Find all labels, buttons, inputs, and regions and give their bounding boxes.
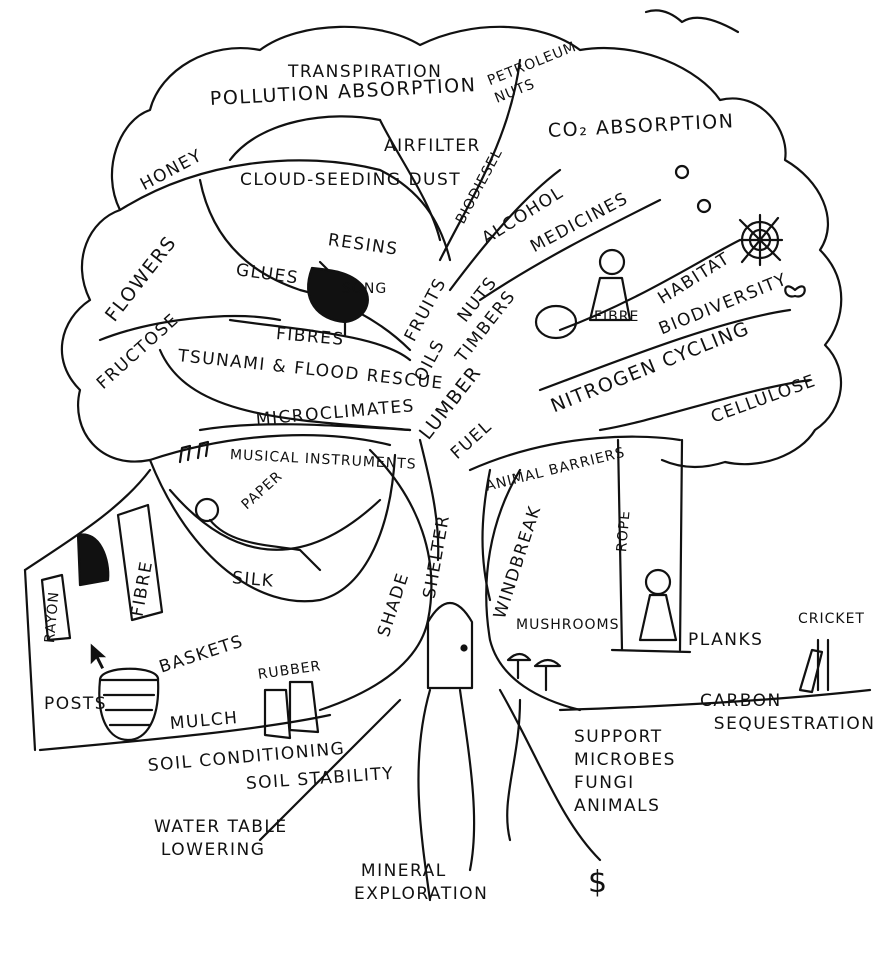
label-mineral-exploration: MINERAL EXPLORATION	[354, 861, 489, 904]
mushrooms-icon	[506, 652, 562, 692]
bird-icon	[644, 9, 740, 34]
label-carbon-sequestration: CARBON SEQUESTRATION	[700, 691, 876, 734]
door-icon	[426, 602, 474, 690]
label-posts: POSTS	[44, 694, 108, 714]
canopy-outline	[60, 25, 843, 469]
label-water-table-lowering: WATER TABLE LOWERING	[154, 817, 288, 860]
trunk-right	[485, 468, 582, 712]
roots	[258, 688, 602, 902]
label-support-microbes-fungi-animals: SUPPORT MICROBES FUNGI ANIMALS	[574, 727, 676, 816]
clothesline-pole	[23, 568, 37, 752]
clothesline	[23, 468, 152, 572]
label-cricket: CRICKET	[798, 611, 865, 627]
label-transpiration: TRANSPIRATION	[288, 62, 443, 82]
cricket-icon	[798, 638, 830, 694]
label-airfilter: AIRFILTER	[384, 136, 481, 156]
label-mushrooms: MUSHROOMS	[516, 617, 620, 633]
bird-on-branch-icon	[307, 266, 369, 324]
hammock	[148, 453, 397, 603]
label-planks: PLANKS	[688, 630, 764, 650]
swing-ropes	[616, 438, 684, 652]
swing-plank	[610, 648, 692, 654]
label-cloud-seeding-dust: CLOUD-SEEDING DUST	[240, 170, 462, 190]
spider-web-icon	[738, 213, 784, 267]
label-silk: SILK	[231, 568, 276, 592]
trunk-left	[318, 448, 433, 712]
mouse-cursor-icon	[89, 640, 110, 672]
ground-line	[38, 688, 872, 752]
label-rope: ROPE	[614, 509, 634, 553]
basket-icon	[98, 678, 160, 742]
boots-icon	[263, 680, 320, 740]
butterfly-icon	[784, 285, 806, 298]
label-song: SONG	[342, 281, 388, 297]
dollar-sign-icon: $	[588, 865, 609, 900]
label-fibre-dress: FIBRE	[594, 309, 640, 325]
